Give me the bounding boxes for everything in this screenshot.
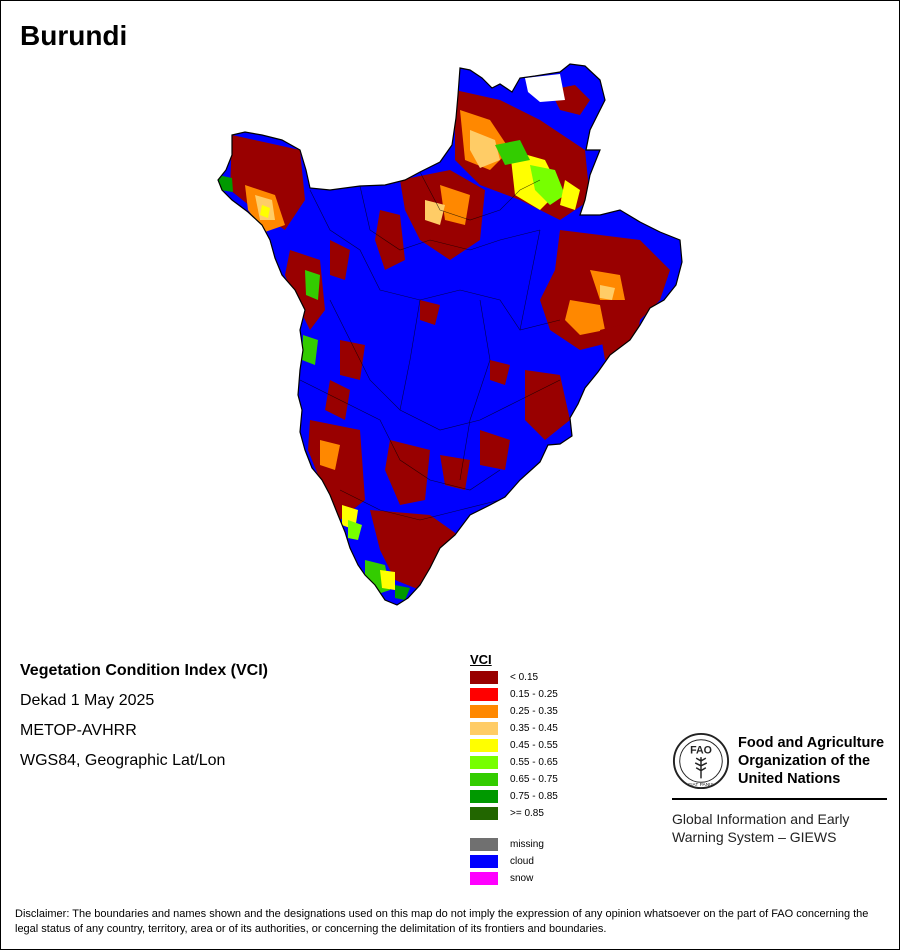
legend-extra-row: snow [470,870,558,887]
legend-class-swatch [470,790,498,803]
legend-extra-swatch [470,838,498,851]
legend-extra-label: snow [510,873,534,884]
legend-class-row: 0.45 - 0.55 [470,737,558,754]
vci-patches [218,74,670,600]
fao-logo-text: FAO [690,744,712,756]
legend-extra-label: missing [510,839,544,850]
legend-class-label: 0.25 - 0.35 [510,706,558,717]
legend-class-swatch [470,722,498,735]
legend-class-label: 0.35 - 0.45 [510,723,558,734]
fao-name-line3: United Nations [738,771,841,787]
map-title: Burundi [20,20,128,51]
burundi-vci-map [217,63,683,606]
fao-block: FAO FIAT PANIS Food and Agriculture Orga… [672,732,888,846]
province-boundaries [299,171,561,521]
legend-class-swatch [470,756,498,769]
legend-extra: missing cloud snow [470,836,558,887]
legend-class-label: 0.45 - 0.55 [510,740,558,751]
legend-extra-row: cloud [470,853,558,870]
legend-class-swatch [470,807,498,820]
legend-class-swatch [470,773,498,786]
legend-extra-row: missing [470,836,558,853]
index-title: Vegetation Condition Index (VCI) [20,662,268,679]
legend-class-label: 0.65 - 0.75 [510,774,558,785]
legend-extra-label: cloud [510,856,534,867]
legend-class-label: >= 0.85 [510,808,544,819]
legend-class-swatch [470,688,498,701]
legend-classes: < 0.15 0.15 - 0.25 0.25 - 0.35 0.35 - 0.45 0… [470,669,558,822]
legend-class-row: 0.25 - 0.35 [470,703,558,720]
map-info: Vegetation Condition Index (VCI) Dekad 1… [20,656,268,776]
fao-logo-motto: FIAT PANIS [688,782,714,788]
sensor-label: METOP-AVHRR [20,722,137,739]
projection-label: WGS84, Geographic Lat/Lon [20,752,226,769]
legend-extra-swatch [470,872,498,885]
legend-class-row: 0.15 - 0.25 [470,686,558,703]
disclaimer-text: Disclaimer: The boundaries and names sho… [15,908,869,935]
legend-class-row: 0.75 - 0.85 [470,788,558,805]
fao-name-line2: Organization of the [738,753,871,769]
legend-class-row: 0.35 - 0.45 [470,720,558,737]
giews-line1: Global Information and Early [672,811,850,827]
fao-name: Food and Agriculture Organization of the… [738,734,884,788]
legend-extra-swatch [470,855,498,868]
legend-class-swatch [470,705,498,718]
legend-title: VCI [470,652,492,667]
legend-class-label: 0.75 - 0.85 [510,791,558,802]
fao-logo-icon: FAO FIAT PANIS [672,732,730,790]
fao-divider [672,798,887,800]
giews-line2: Warning System – GIEWS [672,829,837,845]
legend-class-row: < 0.15 [470,669,558,686]
legend-class-row: 0.65 - 0.75 [470,771,558,788]
legend-class-label: 0.55 - 0.65 [510,757,558,768]
legend-class-swatch [470,739,498,752]
period-label: Dekad 1 May 2025 [20,692,155,709]
legend-class-swatch [470,671,498,684]
fao-name-line1: Food and Agriculture [738,735,885,751]
legend-class-label: < 0.15 [510,672,539,683]
legend-class-row: >= 0.85 [470,805,558,822]
legend-class-label: 0.15 - 0.25 [510,689,558,700]
legend-class-row: 0.55 - 0.65 [470,754,558,771]
legend-gap [470,822,558,836]
giews-label: Global Information and Early Warning Sys… [672,810,888,846]
vci-legend: VCI < 0.15 0.15 - 0.25 0.25 - 0.35 0.35 - 0… [470,652,558,887]
